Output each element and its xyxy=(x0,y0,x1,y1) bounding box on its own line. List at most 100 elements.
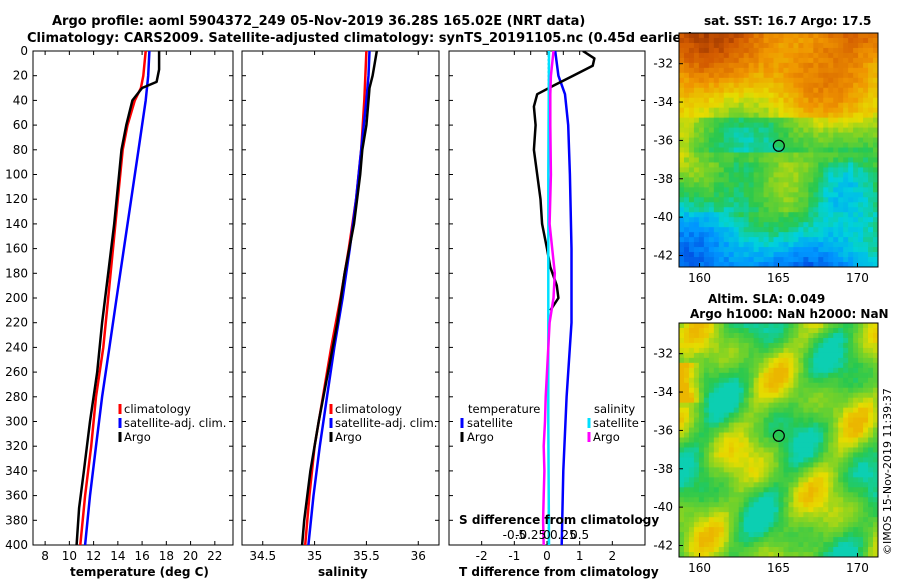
depth-tick-label: 20 xyxy=(13,69,28,83)
map-cell xyxy=(823,537,829,543)
map-cell xyxy=(863,342,869,349)
map-cell xyxy=(693,387,700,394)
map-cell xyxy=(703,182,710,188)
map-cell xyxy=(753,182,760,188)
map-cell xyxy=(738,72,745,79)
map-cell xyxy=(848,112,854,119)
map-cell xyxy=(803,147,809,153)
map-cell xyxy=(758,217,764,223)
map-cell xyxy=(718,422,725,428)
map-cell xyxy=(823,407,829,414)
map-cell xyxy=(823,552,829,558)
salinity-legend: climatology satellite-adj. clim. Argo xyxy=(329,402,437,444)
map-cell xyxy=(728,517,735,523)
map-cell xyxy=(763,72,769,79)
map-cell xyxy=(718,407,725,414)
map-cell xyxy=(768,367,774,374)
map-cell xyxy=(873,357,879,364)
map-cell xyxy=(793,537,799,543)
map-cell xyxy=(743,182,750,188)
map-cell xyxy=(833,462,839,468)
map-cell xyxy=(783,237,789,243)
map-cell xyxy=(763,462,769,468)
map-cell xyxy=(733,212,740,218)
map-cell xyxy=(748,177,755,183)
map-cell xyxy=(728,212,735,218)
map-cell xyxy=(773,52,779,59)
map-cell xyxy=(753,127,760,133)
map-cell xyxy=(788,172,794,178)
map-cell xyxy=(698,422,705,428)
map-cell xyxy=(738,37,745,44)
map-cell xyxy=(828,522,834,528)
map-cell xyxy=(858,482,864,488)
map-cell xyxy=(798,402,804,409)
map-cell xyxy=(758,167,764,173)
map-cell xyxy=(813,517,819,523)
map-cell xyxy=(703,547,710,553)
map-cell xyxy=(798,262,804,268)
map-cell xyxy=(743,37,750,44)
map-cell xyxy=(813,347,819,354)
map-cell xyxy=(843,227,849,233)
map-cell xyxy=(753,482,760,488)
map-cell xyxy=(683,357,690,364)
map-cell xyxy=(683,457,690,463)
map-cell xyxy=(833,33,839,39)
map-cell xyxy=(713,252,720,258)
map-cell xyxy=(813,522,819,528)
map-cell xyxy=(698,257,705,263)
map-cell xyxy=(688,112,695,119)
map-cell xyxy=(843,402,849,409)
map-cell xyxy=(823,97,829,104)
map-cell xyxy=(868,377,874,384)
map-cell xyxy=(778,202,784,208)
depth-axis: 0204060801001201401601802002202402602803… xyxy=(5,44,28,552)
map-cell xyxy=(768,217,774,223)
map-cell xyxy=(838,177,844,183)
map-cell xyxy=(773,177,779,183)
map-cell xyxy=(723,372,730,379)
map-cell xyxy=(873,407,879,414)
map-cell xyxy=(688,102,695,109)
map-cell xyxy=(793,142,799,148)
map-cell xyxy=(698,177,705,183)
map-cell xyxy=(758,332,764,339)
map-cell xyxy=(743,507,750,513)
map-cell xyxy=(803,37,809,44)
map-cell xyxy=(793,452,799,458)
map-cell xyxy=(733,62,740,69)
map-cell xyxy=(748,323,755,329)
map-cell xyxy=(679,252,685,258)
map-cell xyxy=(693,107,700,114)
map-cell xyxy=(858,342,864,349)
map-cell xyxy=(708,122,715,128)
map-cell xyxy=(838,33,844,39)
map-cell xyxy=(798,352,804,359)
map-cell xyxy=(713,217,720,223)
map-cell xyxy=(743,537,750,543)
map-cell xyxy=(778,547,784,553)
map-cell xyxy=(748,172,755,178)
map-cell xyxy=(679,387,685,394)
map-cell xyxy=(768,457,774,463)
map-cell xyxy=(679,447,685,453)
map-cell xyxy=(713,77,720,84)
map-cell xyxy=(853,342,859,349)
map-cell xyxy=(713,192,720,198)
map-cell xyxy=(873,252,879,258)
map-cell xyxy=(793,127,799,133)
map-cell xyxy=(843,67,849,74)
map-cell xyxy=(733,547,740,553)
map-cell xyxy=(808,332,814,339)
map-cell xyxy=(803,412,809,418)
map-cell xyxy=(798,132,804,138)
map-cell xyxy=(798,162,804,168)
map-cell xyxy=(868,157,874,163)
map-cell xyxy=(763,197,769,203)
map-cell xyxy=(698,407,705,414)
map-cell xyxy=(853,497,859,503)
map-cell xyxy=(703,137,710,143)
map-cell xyxy=(679,257,685,263)
map-cell xyxy=(713,442,720,448)
